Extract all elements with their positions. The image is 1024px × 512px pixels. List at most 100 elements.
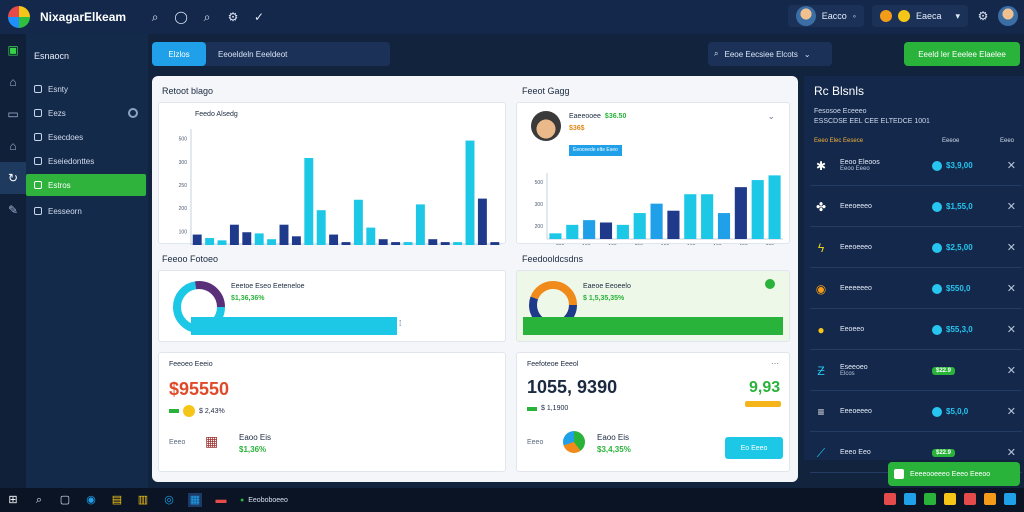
files-icon[interactable]: ▥ (137, 494, 149, 506)
sidebar-item-0[interactable]: Esnty (26, 78, 148, 100)
sidebar-item-label: Esecdoes (48, 132, 84, 142)
card-action-button[interactable]: Eo Eeeo (725, 437, 783, 459)
gear-icon[interactable] (128, 108, 138, 118)
windows-start-icon[interactable]: ⊞ (8, 494, 18, 506)
chevron-down-icon[interactable]: ⌄ (767, 111, 775, 121)
settings-icon[interactable]: ⚙ (977, 9, 989, 23)
list-item[interactable]: ● Eeoeeo $55,3,0 ✕ (810, 310, 1022, 350)
coins-menu[interactable]: Eaeca ▾ (872, 5, 968, 27)
side-menu-header: Esnaocn (34, 51, 70, 61)
highlight-bar (745, 401, 781, 407)
close-icon[interactable]: ✕ (1006, 201, 1016, 213)
col-head-3: Eeeo (1000, 138, 1015, 144)
store-icon[interactable]: ▦ (188, 493, 202, 507)
list-item[interactable]: ✤ Eeeoeeeo $1,55,0 ✕ (810, 187, 1022, 227)
list-item-name: Eeeoeeeo (840, 203, 872, 210)
top-bar: NixagarElkeam ⌕ ◯ ⌕ ⚙ ✓ Eacco ◦ Eaeca ▾ … (0, 0, 1024, 34)
search-icon[interactable]: ⌕ (203, 10, 211, 24)
taskbar-app[interactable]: ● Eeoboboeeo (240, 497, 288, 504)
rail-card-icon[interactable]: ▭ (7, 107, 19, 121)
mail-icon[interactable]: ▬ (215, 494, 227, 506)
tray-icon[interactable] (984, 493, 996, 505)
list-item[interactable]: Ƶ Eseeoeo Elcos $22.9 ✕ (810, 351, 1022, 391)
list-item[interactable]: ≡ Eeeoeeeo $5,0,0 ✕ (810, 392, 1022, 432)
donut-label: Eeetoe Eseo Eeteneloe (231, 283, 305, 290)
close-icon[interactable]: ✕ (1006, 447, 1016, 459)
sidebar-item-3[interactable]: Eseiedonttes (26, 150, 148, 172)
profile-button[interactable]: Eeoceede elte Eseo (569, 145, 622, 156)
tray-icon[interactable] (964, 493, 976, 505)
close-icon[interactable]: ✕ (1006, 242, 1016, 254)
right-chart-card: Eaeeooee $36.50 $36$ Eeoceede elte Eseo … (516, 102, 790, 245)
close-icon[interactable]: ✕ (1006, 406, 1016, 418)
currency-icon (932, 406, 942, 417)
green-mark-icon (527, 406, 537, 411)
left-chart-title: Retoot blago (162, 86, 214, 96)
close-icon[interactable]: ✕ (1006, 160, 1016, 172)
box-icon (34, 133, 42, 141)
zigzag-icon: Ƶ (817, 363, 825, 378)
tab-active[interactable]: Elzlos (152, 42, 206, 66)
box-icon (34, 157, 42, 165)
rail-shop-icon[interactable]: ⌂ (9, 139, 17, 153)
list-item[interactable]: ϟ Eeeoeeeo $2,5,00 ✕ (810, 228, 1022, 268)
user-menu[interactable]: Eacco ◦ (787, 5, 864, 27)
right-section3-title: Feefoteoe Eeeol (527, 361, 579, 368)
list-item-value: $5,0,0 (932, 406, 968, 417)
check-icon[interactable]: ✓ (254, 10, 265, 24)
list-item[interactable]: ✱ Eeoo Eleoos Eeoo Eeeo $3,9,00 ✕ (810, 146, 1022, 186)
top-right-group: Eacco ◦ Eaeca ▾ ⚙ (787, 5, 1018, 27)
task-view-icon[interactable]: ▢ (59, 494, 71, 506)
right-donut-card: Eaeoe Eeoeelo $ 1,5,35,35% (516, 270, 790, 342)
sidebar-item-4[interactable]: Estros (26, 174, 146, 196)
sidebar-item-2[interactable]: Esecdoes (26, 126, 148, 148)
bar (490, 242, 500, 245)
bar (403, 242, 413, 245)
tab-other[interactable]: Eeoeldeln Eeeldeot (218, 49, 288, 59)
chevron-down-icon: ⌄ (803, 49, 811, 59)
close-icon[interactable]: ✕ (1006, 324, 1016, 336)
bar (254, 233, 264, 245)
toast-text: Eeeeooeeeo Eeeo Eeeoo (910, 470, 991, 478)
notification-toast[interactable]: Eeeeooeeeo Eeeo Eeeoo (888, 462, 1020, 486)
list-item[interactable]: ◉ Eeeeeeeo $550,0 ✕ (810, 269, 1022, 309)
list-item-sub: Elcos (840, 371, 855, 377)
tray-icon[interactable] (884, 493, 896, 505)
rail-pen-icon[interactable]: ✎ (7, 203, 19, 217)
donut-label: Eaeoe Eeoeelo (583, 283, 631, 290)
settings-icon[interactable]: ⚙ (227, 10, 239, 24)
browser-icon[interactable]: ◎ (164, 494, 174, 506)
value-text: $3,9,00 (946, 161, 973, 170)
left-section2-title: Feeoo Fotoeo (162, 254, 219, 264)
rail-dashboard-icon[interactable]: ▣ (7, 43, 19, 57)
avatar (795, 6, 816, 26)
tray-icon[interactable] (944, 493, 956, 505)
search-icon[interactable]: ⌕ (35, 494, 43, 506)
rail-home-icon[interactable]: ⌂ (9, 75, 17, 89)
close-icon[interactable]: ✕ (1006, 365, 1016, 377)
close-icon[interactable]: ✕ (1006, 283, 1016, 295)
box-icon (34, 181, 42, 189)
profile-avatar[interactable] (998, 6, 1018, 26)
tray-icon[interactable] (1004, 493, 1016, 505)
row-value: $3,4,35% (597, 445, 631, 454)
primary-action-button[interactable]: Eeeld ler Eeelee Elaelee (904, 42, 1020, 66)
taskbar-app-label: Eeoboboeeo (248, 496, 288, 504)
tray-icon[interactable] (924, 493, 936, 505)
bar (465, 140, 475, 245)
app-logo (8, 6, 30, 28)
pie-icon (563, 431, 585, 453)
search-icon[interactable]: ⌕ (151, 10, 159, 24)
tray-icon[interactable] (904, 493, 916, 505)
rail-refresh-icon[interactable]: ↻ (0, 162, 26, 194)
x-tick-label: 200 (556, 244, 565, 245)
bar (599, 222, 613, 239)
edge-icon[interactable]: ◉ (86, 494, 96, 506)
sidebar-item-1[interactable]: Eezs (26, 102, 148, 124)
sidebar-item-5[interactable]: Eesseorn (26, 200, 148, 222)
menu-dots-icon[interactable]: ⋯ (771, 359, 779, 368)
chat-icon[interactable]: ◯ (174, 10, 188, 24)
bar (566, 224, 579, 239)
folder-icon[interactable]: ▤ (111, 494, 123, 506)
search-input[interactable]: ⌕ Eeoe Eecsiee Elcots ⌄ (708, 42, 832, 66)
